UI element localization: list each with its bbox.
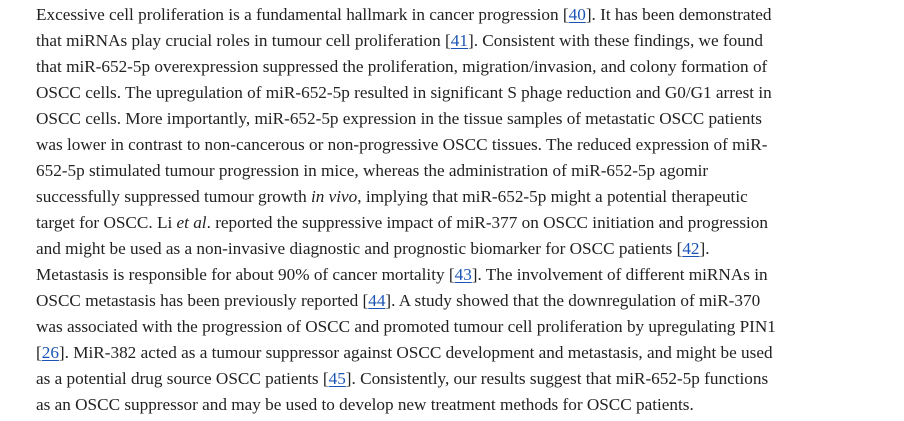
citation-link-41[interactable]: 41: [450, 31, 468, 50]
paragraph-line: OSCC cells. The upregulation of miR-652-…: [36, 80, 888, 106]
text-segment: as an OSCC suppressor and may be used to…: [36, 395, 694, 414]
paragraph-line: and might be used as a non-invasive diag…: [36, 236, 888, 262]
paragraph-line: [26]. MiR-382 acted as a tumour suppress…: [36, 340, 888, 366]
text-segment: target for OSCC. Li: [36, 213, 177, 232]
text-segment: ]. Consistent with these findings, we fo…: [467, 31, 763, 50]
paragraph-line: as an OSCC suppressor and may be used to…: [36, 392, 888, 418]
paragraph-line: Excessive cell proliferation is a fundam…: [36, 2, 888, 28]
paragraph-line: was associated with the progression of O…: [36, 314, 888, 340]
text-segment: as a potential drug source OSCC patients…: [36, 369, 329, 388]
italic-text: et al: [176, 213, 207, 232]
paragraph-line: Metastasis is responsible for about 90% …: [36, 262, 888, 288]
text-segment: [: [36, 343, 42, 362]
text-segment: , implying that miR-652-5p might a poten…: [357, 187, 748, 206]
text-segment: Excessive cell proliferation is a fundam…: [36, 5, 569, 24]
article-paragraph: Excessive cell proliferation is a fundam…: [36, 2, 888, 418]
paragraph-line: OSCC cells. More importantly, miR-652-5p…: [36, 106, 888, 132]
text-segment: ]. The involvement of different miRNAs i…: [471, 265, 768, 284]
citation-link-43[interactable]: 43: [454, 265, 472, 284]
citation-link-42[interactable]: 42: [682, 239, 700, 258]
text-segment: Metastasis is responsible for about 90% …: [36, 265, 455, 284]
text-segment: ]. A study showed that the downregulatio…: [385, 291, 761, 310]
paragraph-line: target for OSCC. Li et al. reported the …: [36, 210, 888, 236]
text-segment: that miRNAs play crucial roles in tumour…: [36, 31, 451, 50]
text-segment: . reported the suppressive impact of miR…: [206, 213, 768, 232]
citation-link-26[interactable]: 26: [41, 343, 59, 362]
text-segment: ]. MiR-382 acted as a tumour suppressor …: [58, 343, 773, 362]
text-segment: was lower in contrast to non-cancerous o…: [36, 135, 768, 154]
paragraph-line: OSCC metastasis has been previously repo…: [36, 288, 888, 314]
text-segment: ].: [699, 239, 710, 258]
citation-link-40[interactable]: 40: [568, 5, 586, 24]
text-segment: ]. It has been demonstrated: [585, 5, 772, 24]
paragraph-line: that miRNAs play crucial roles in tumour…: [36, 28, 888, 54]
text-segment: OSCC metastasis has been previously repo…: [36, 291, 369, 310]
paragraph-line: 652-5p stimulated tumour progression in …: [36, 158, 888, 184]
paragraph-line: was lower in contrast to non-cancerous o…: [36, 132, 888, 158]
paragraph-line: that miR-652-5p overexpression suppresse…: [36, 54, 888, 80]
paragraph-line: successfully suppressed tumour growth in…: [36, 184, 888, 210]
text-segment: OSCC cells. The upregulation of miR-652-…: [36, 83, 772, 102]
text-segment: and might be used as a non-invasive diag…: [36, 239, 683, 258]
text-segment: OSCC cells. More importantly, miR-652-5p…: [36, 109, 762, 128]
italic-text: in vivo: [310, 187, 358, 206]
citation-link-44[interactable]: 44: [368, 291, 386, 310]
text-segment: that miR-652-5p overexpression suppresse…: [36, 57, 768, 76]
text-segment: successfully suppressed tumour growth: [36, 187, 311, 206]
text-segment: was associated with the progression of O…: [36, 317, 776, 336]
paragraph-line: as a potential drug source OSCC patients…: [36, 366, 888, 392]
text-segment: 652-5p stimulated tumour progression in …: [36, 161, 709, 180]
citation-link-45[interactable]: 45: [328, 369, 346, 388]
text-segment: ]. Consistently, our results suggest tha…: [345, 369, 769, 388]
